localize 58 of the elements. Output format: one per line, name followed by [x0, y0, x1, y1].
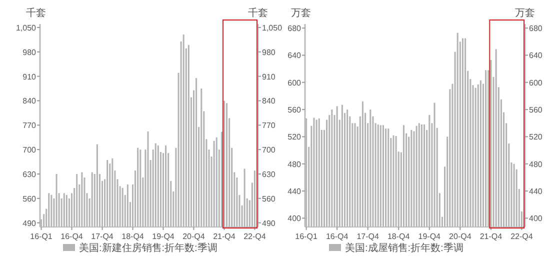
- x-tick-label: 16-Q4: [326, 232, 349, 241]
- x-tick-label: 18-Q4: [387, 232, 410, 241]
- y-tick-label: 700: [22, 146, 37, 155]
- y-tick-label: 600: [288, 78, 302, 88]
- x-tick-label: 19-Q4: [152, 232, 175, 241]
- y-tick-label: 520: [288, 132, 302, 142]
- y-tick-label: 490: [22, 218, 37, 228]
- x-tick-label: 21-Q4: [480, 232, 503, 241]
- legend: 美国:成屋销售:折年数:季调: [329, 243, 464, 254]
- y2-tick-label: 910: [262, 72, 276, 82]
- x-tick-label: 21-Q4: [213, 232, 236, 241]
- legend-label: 美国:新建住房销售:折年数:季调: [79, 242, 218, 254]
- y2-tick-label: 840: [262, 96, 276, 106]
- y2-tick-label: 440: [529, 187, 543, 196]
- x-tick-label: 16-Q1: [295, 232, 318, 241]
- x-tick-label: 22-Q4: [510, 232, 534, 241]
- x-tick-label: 18-Q4: [122, 232, 144, 241]
- y2-tick-label: 1,050: [262, 23, 283, 32]
- y-tick-label: 910: [22, 72, 37, 82]
- y2-tick-label: 600: [529, 78, 543, 88]
- y2-tick-label: 480: [529, 160, 543, 169]
- y-tick-label: 400: [288, 214, 302, 224]
- y2-tick-label: 640: [529, 51, 543, 60]
- y-tick-label: 630: [22, 170, 37, 179]
- x-tick-label: 22-Q4: [244, 232, 266, 241]
- y-tick-label: 560: [22, 194, 37, 204]
- x-tick-label: 20-Q4: [182, 232, 206, 241]
- y-tick-label: 560: [288, 106, 302, 115]
- y2-axis-title: 万套: [515, 7, 535, 19]
- legend: 美国:新建住房销售:折年数:季调: [63, 243, 218, 254]
- y-tick-label: 680: [288, 24, 302, 34]
- y2-tick-label: 770: [262, 121, 276, 130]
- y2-tick-label: 680: [529, 24, 543, 34]
- x-tick-label: 16-Q4: [60, 232, 84, 241]
- y-axis-title: 万套: [291, 7, 311, 19]
- x-tick-label: 19-Q4: [418, 232, 442, 241]
- y2-axis-title: 千套: [248, 7, 268, 19]
- y-tick-label: 770: [22, 121, 37, 130]
- y-tick-label: 440: [288, 187, 302, 196]
- y-tick-label: 480: [288, 160, 302, 169]
- x-tick-label: 17-Q4: [356, 232, 380, 241]
- y-tick-label: 640: [288, 51, 302, 60]
- x-tick-label: 16-Q1: [30, 232, 53, 241]
- y-tick-label: 980: [22, 48, 37, 57]
- y2-tick-label: 630: [262, 170, 276, 179]
- x-tick-label: 17-Q4: [91, 232, 114, 241]
- y2-tick-label: 520: [529, 132, 543, 142]
- x-tick-label: 20-Q4: [449, 232, 472, 241]
- legend-label: 美国:成屋销售:折年数:季调: [345, 242, 464, 254]
- y-tick-label: 1,050: [16, 23, 37, 32]
- y2-tick-label: 980: [262, 48, 276, 57]
- y2-tick-label: 400: [529, 214, 543, 224]
- y2-tick-label: 560: [262, 194, 276, 204]
- y-tick-label: 840: [22, 96, 37, 106]
- y2-tick-label: 700: [262, 146, 276, 155]
- y2-tick-label: 560: [529, 106, 543, 115]
- y2-tick-label: 490: [262, 218, 276, 228]
- y-axis-title: 千套: [26, 7, 46, 19]
